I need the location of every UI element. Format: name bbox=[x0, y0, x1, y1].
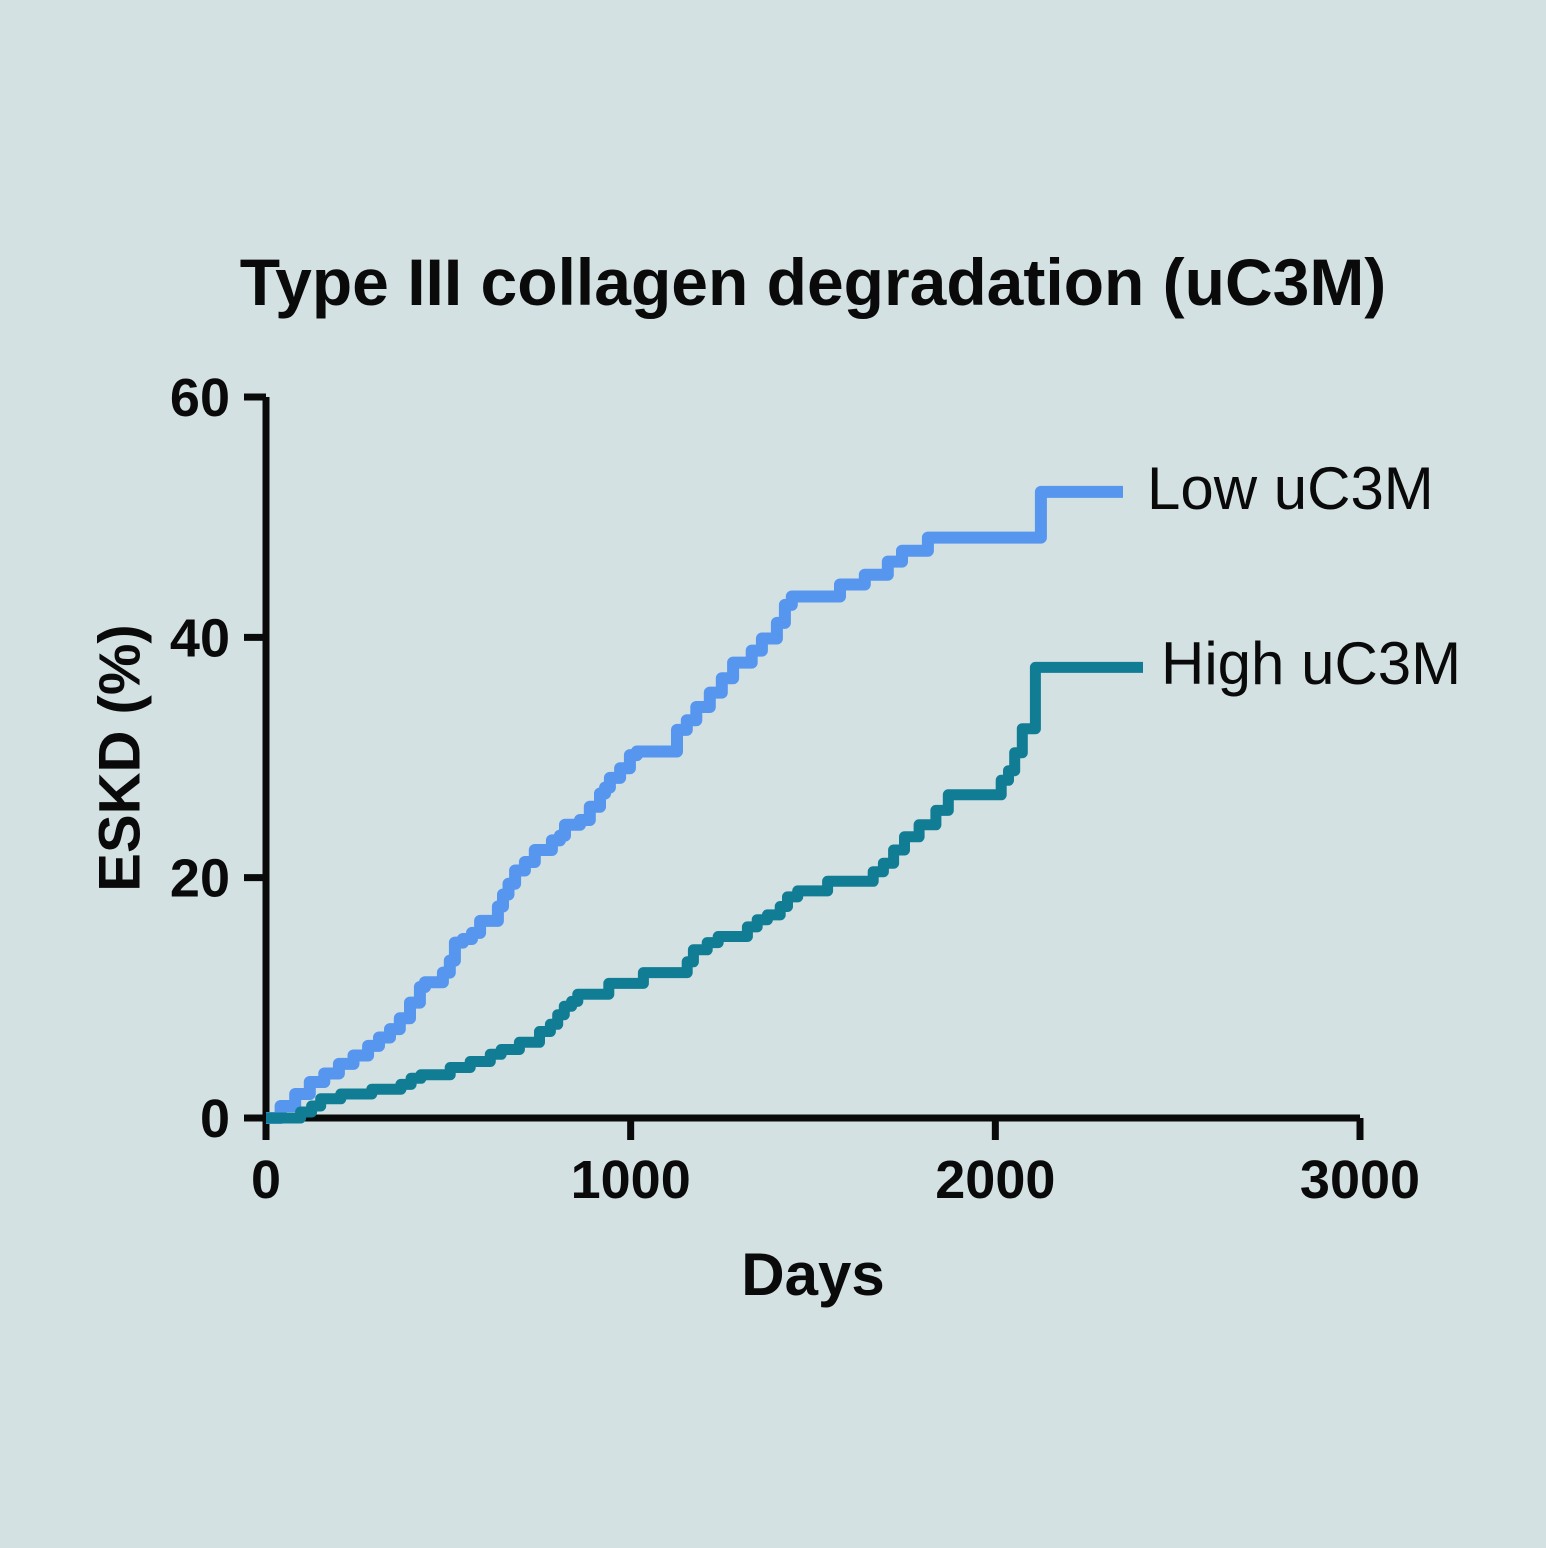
legend-label-high-uc3m: High uC3M bbox=[1161, 630, 1462, 697]
x-tick-label: 3000 bbox=[1300, 1150, 1420, 1210]
y-tick-label: 60 bbox=[170, 368, 230, 428]
y-axis-label: ESKD (%) bbox=[87, 624, 153, 892]
x-axis-label: Days bbox=[741, 1241, 885, 1308]
x-tick-label: 2000 bbox=[935, 1150, 1055, 1210]
legend-label-low-uc3m: Low uC3M bbox=[1147, 455, 1434, 522]
high-uc3m-curve bbox=[266, 661, 1143, 1124]
low-uc3m-curve bbox=[266, 485, 1123, 1124]
y-tick-label: 40 bbox=[170, 608, 230, 668]
y-tick-label: 20 bbox=[170, 849, 230, 909]
y-tick-label: 0 bbox=[200, 1089, 230, 1149]
x-tick-label: 0 bbox=[251, 1150, 281, 1210]
chart-title: Type III collagen degradation (uC3M) bbox=[239, 245, 1387, 319]
x-tick-label: 1000 bbox=[571, 1150, 691, 1210]
